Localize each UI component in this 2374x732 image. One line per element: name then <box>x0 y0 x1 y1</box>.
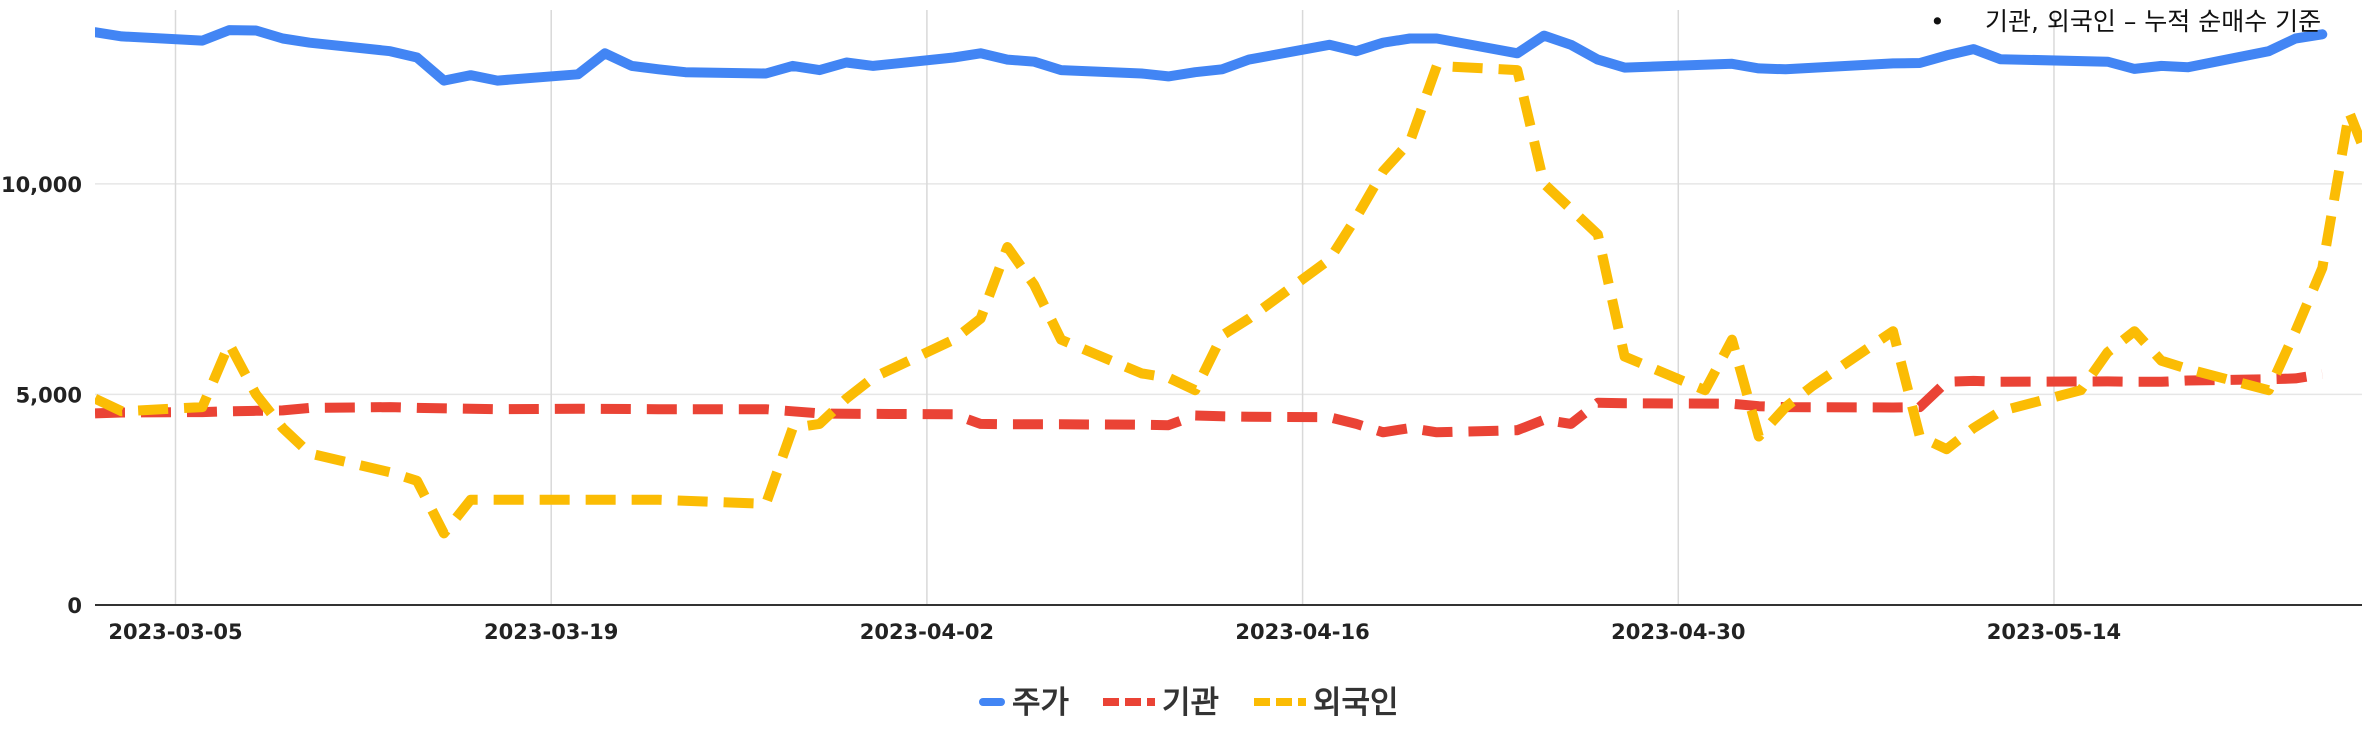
x-tick-label: 2023-03-05 <box>108 620 242 644</box>
legend-label: 주가 <box>1012 685 1070 721</box>
y-tick-label: 0 <box>67 594 82 618</box>
x-tick-label: 2023-04-30 <box>1611 620 1745 644</box>
note-text: 기관, 외국인 – 누적 순매수 기준 <box>1985 7 2321 36</box>
grid-layer <box>95 10 2362 605</box>
legend-label: 기관 <box>1162 685 1219 721</box>
x-tick-label: 2023-04-02 <box>860 620 994 644</box>
y-tick-label: 5,000 <box>16 383 82 407</box>
x-tick-label: 2023-03-19 <box>484 620 618 644</box>
y-tick-label: 10,000 <box>1 173 82 197</box>
note: • 기관, 외국인 – 누적 순매수 기준 <box>1930 7 2321 36</box>
series-layer <box>95 25 2362 539</box>
series-line-3 <box>95 60 2362 539</box>
series-line-1 <box>95 25 2328 86</box>
x-tick-label: 2023-05-14 <box>1987 620 2121 644</box>
legend-label: 외국인 <box>1313 685 1399 721</box>
legend: 주가 기관 외국인 <box>979 685 1399 721</box>
axis-layer: 0 5,000 10,000 2023-03-05 2023-03-19 2023-04-… <box>1 173 2362 644</box>
series-line-2 <box>95 369 2324 438</box>
note-bullet: • <box>1930 7 1945 36</box>
x-tick-label: 2023-04-16 <box>1235 620 1369 644</box>
